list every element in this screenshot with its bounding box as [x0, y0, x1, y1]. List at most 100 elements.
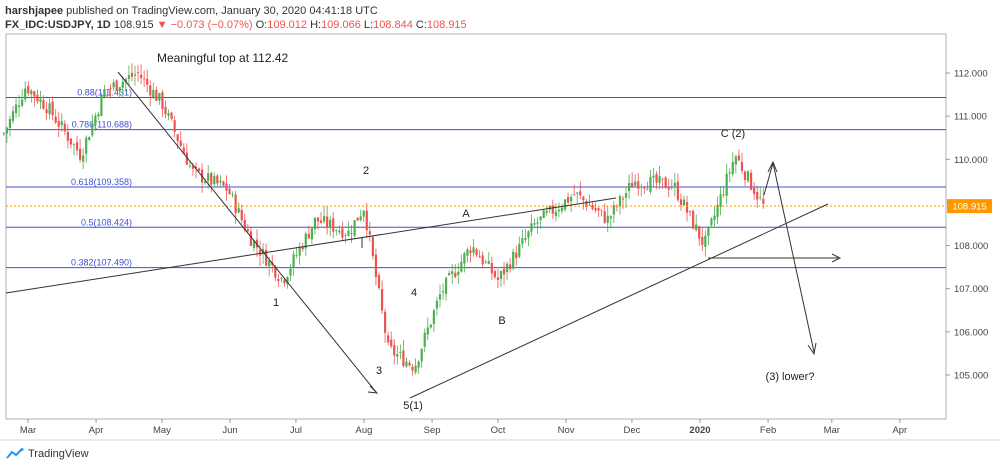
candle-body — [332, 218, 335, 232]
candle-body — [652, 175, 655, 178]
candle-body — [579, 191, 582, 196]
candle-body — [554, 211, 557, 217]
candle-body — [725, 173, 728, 196]
candle-body — [414, 365, 417, 373]
candle-body — [265, 250, 268, 266]
low-label: L: — [363, 19, 374, 31]
tradingview-footer: TradingView — [6, 445, 89, 463]
candle-body — [405, 361, 408, 367]
candle-body — [466, 249, 469, 256]
candle-body — [731, 161, 734, 175]
candle-body — [688, 211, 692, 212]
x-tick-label: Aug — [356, 425, 373, 436]
y-tick-label: 108.000 — [954, 241, 988, 252]
candle-body — [682, 199, 686, 206]
candle-body — [704, 235, 707, 247]
candle-body — [316, 217, 320, 222]
candle-body — [329, 219, 332, 228]
x-tick-label: Mar — [20, 425, 36, 436]
x-tick-label: Mar — [824, 425, 840, 436]
candle-body — [97, 114, 100, 117]
candle-body — [387, 335, 390, 343]
tradingview-brand[interactable]: TradingView — [28, 448, 89, 460]
candle-body — [545, 210, 548, 213]
author-name[interactable]: harshjapee — [5, 5, 64, 17]
candle-body — [280, 277, 283, 279]
candle-body — [698, 226, 701, 239]
candle-body — [530, 223, 533, 232]
x-tick-label: Apr — [892, 425, 907, 436]
trendline-decline — [117, 71, 377, 393]
candle-body — [322, 215, 326, 222]
candle-body — [594, 208, 597, 211]
candle-body — [85, 137, 88, 154]
candle-body — [557, 209, 561, 212]
last-price: 108.915 — [113, 19, 154, 31]
candle-body — [176, 134, 179, 142]
candle-body — [283, 279, 286, 284]
candle-body — [170, 112, 173, 119]
candle-body — [127, 75, 130, 79]
tradingview-logo-icon — [6, 448, 24, 459]
candle-body — [24, 88, 27, 100]
candle-body — [740, 161, 744, 171]
candle-body — [701, 236, 704, 245]
candle-body — [103, 89, 106, 98]
candle-body — [631, 182, 634, 188]
candle-body — [649, 176, 652, 193]
candle-body — [313, 217, 317, 230]
candle-body — [719, 194, 722, 207]
candle-body — [310, 228, 313, 240]
candle-body — [54, 116, 57, 123]
candle-body — [94, 115, 97, 126]
candle-body — [402, 350, 405, 366]
candle-body — [109, 87, 112, 89]
candle-body — [295, 255, 298, 256]
candle-body — [42, 100, 45, 109]
candle-body — [753, 187, 756, 195]
candle-body — [185, 152, 188, 165]
candle-body — [710, 218, 713, 226]
candle-body — [524, 237, 527, 240]
chart-annotation: 1 — [273, 297, 279, 309]
candle-body — [27, 85, 30, 94]
candle-body — [8, 118, 12, 129]
candle-body — [658, 176, 661, 184]
y-tick-label: 110.000 — [954, 155, 988, 166]
candle-body — [560, 207, 564, 212]
candle-body — [335, 230, 338, 231]
plot-frame — [5, 33, 947, 420]
candle-body — [5, 127, 8, 134]
candle-body — [615, 206, 618, 208]
candle-body — [661, 178, 664, 180]
candle-body — [756, 191, 759, 200]
candle-body — [222, 181, 225, 186]
candle-body — [600, 209, 603, 211]
candle-body — [670, 187, 673, 189]
candle-body — [627, 182, 631, 192]
candle-body — [69, 138, 73, 145]
close-value: 108.915 — [426, 19, 467, 31]
candle-body — [319, 220, 323, 223]
candle-body — [539, 216, 542, 221]
candle-body — [371, 236, 374, 257]
x-tick-label: Feb — [760, 425, 776, 436]
candle-body — [338, 230, 341, 233]
chart-annotation: 2 — [363, 165, 369, 177]
candle-body — [749, 172, 753, 190]
candle-body — [51, 101, 54, 116]
candle-body — [624, 193, 628, 198]
candle-body — [33, 91, 36, 97]
candle-body — [518, 243, 521, 257]
candle-body — [463, 253, 466, 264]
candle-body — [57, 121, 60, 127]
candle-body — [66, 131, 69, 141]
candle-body — [411, 366, 414, 371]
symbol-label[interactable]: FX_IDC:USDJPY, 1D — [5, 19, 111, 31]
candle-body — [435, 300, 439, 309]
candle-body — [417, 361, 420, 368]
candle-body — [487, 260, 490, 264]
candle-body — [646, 189, 649, 191]
symbol-line: FX_IDC:USDJPY, 1D 108.915 ▼ −0.073 (−0.0… — [5, 18, 995, 32]
